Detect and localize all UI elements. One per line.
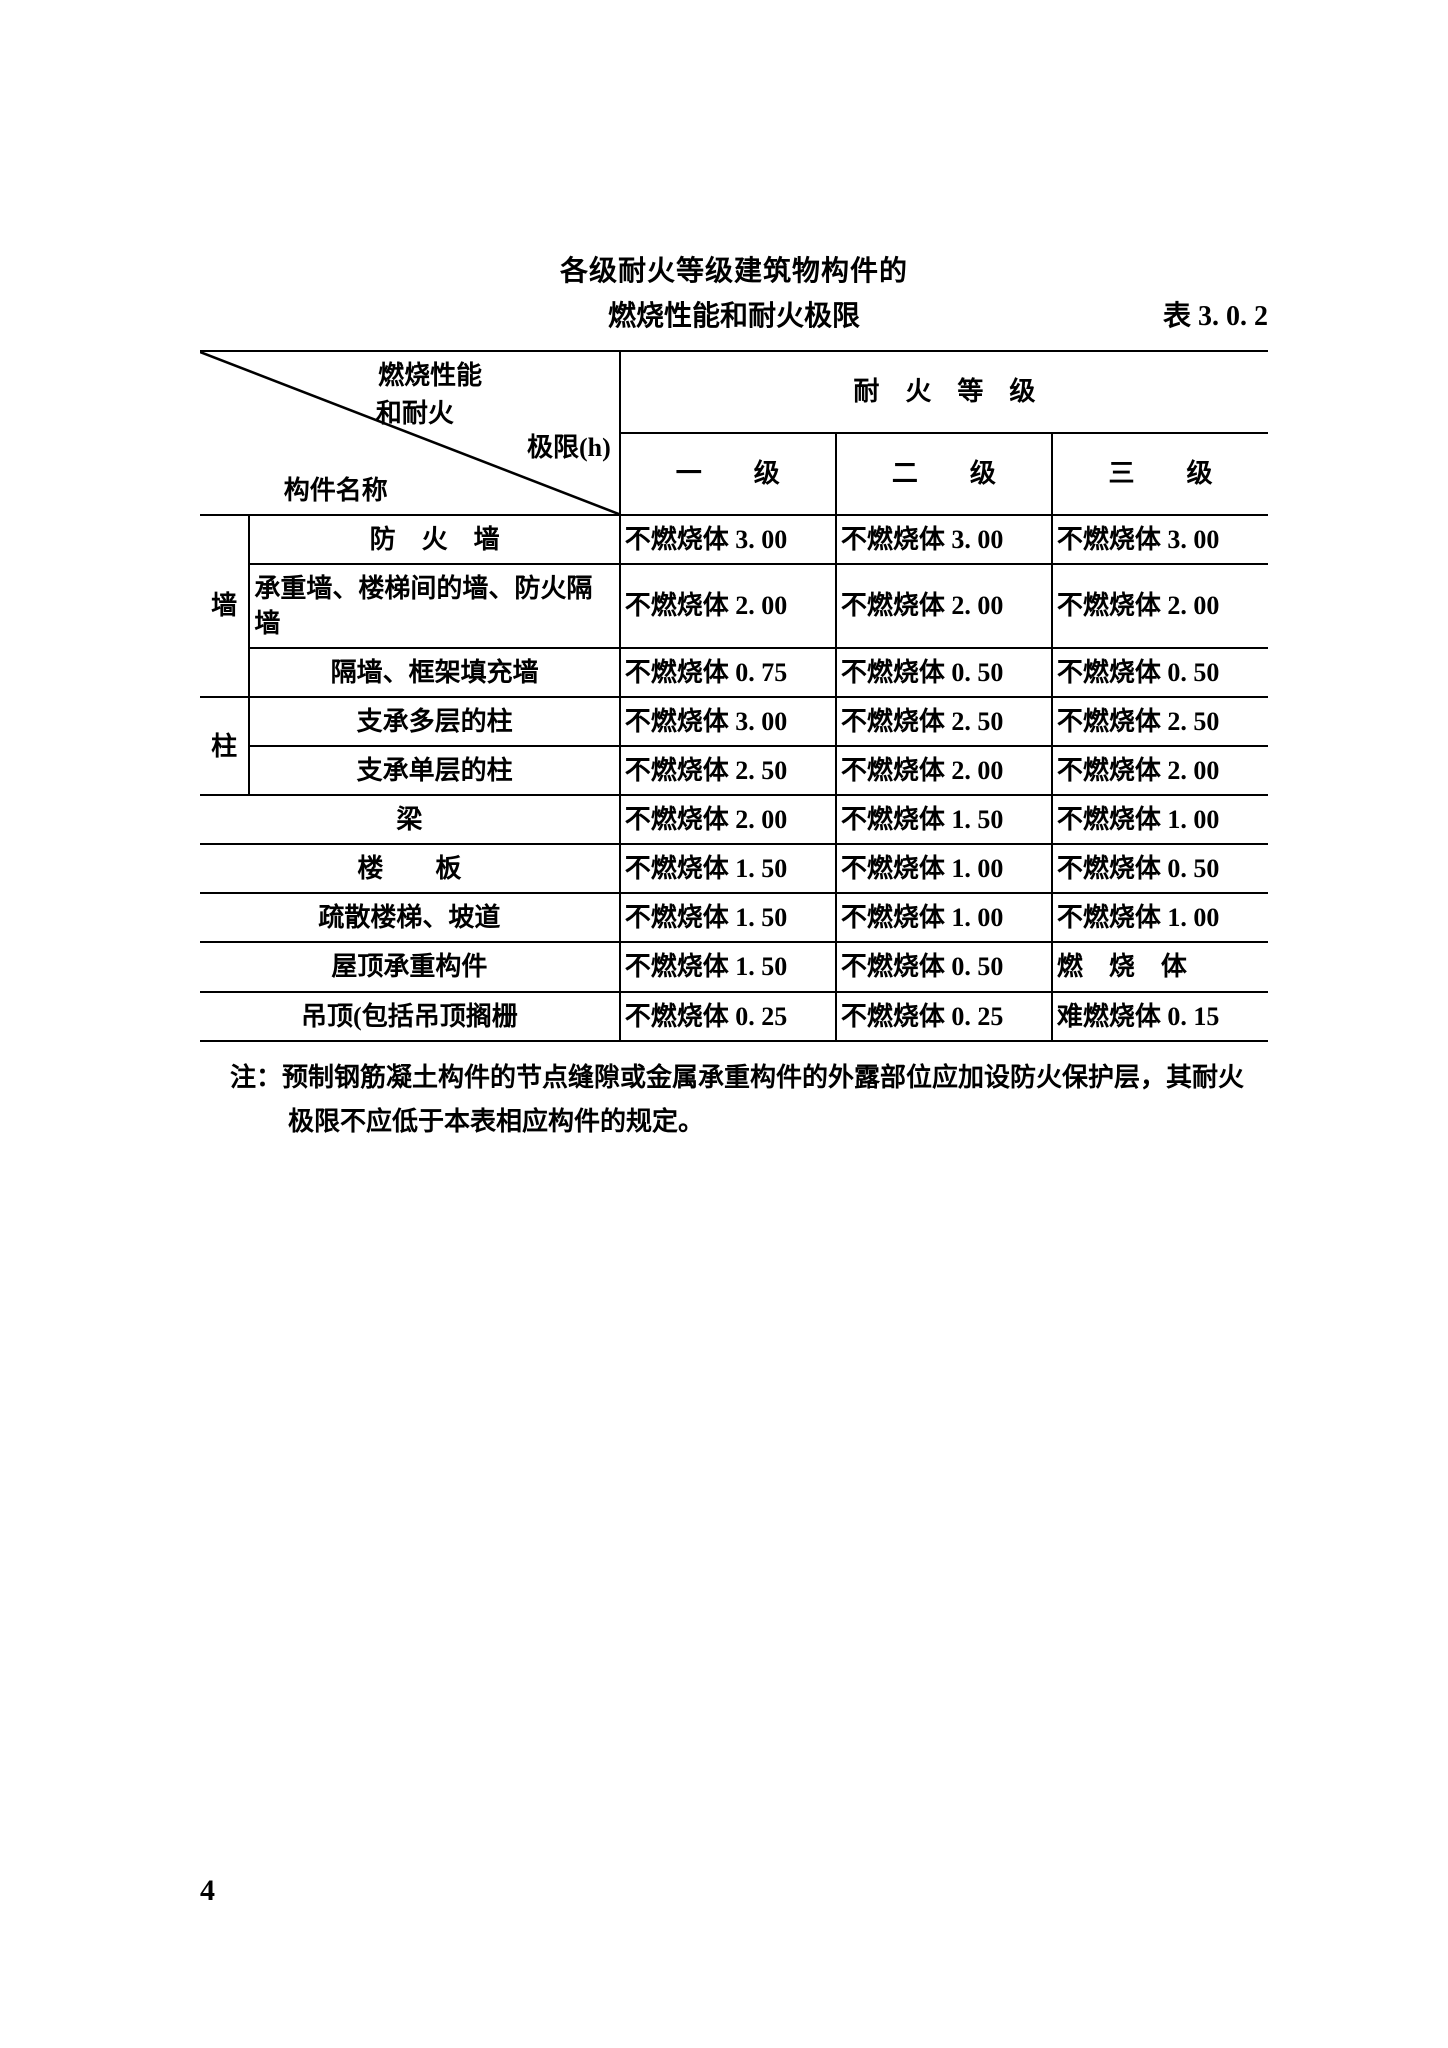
- fire-resistance-table: 燃烧性能 和耐火 极限(h) 构件名称 耐 火 等 级 一 级 二 级 三 级 …: [200, 350, 1268, 1042]
- diag-mid-label: 和耐火: [376, 396, 454, 431]
- cell-value: 不燃烧体 1. 50: [620, 942, 836, 991]
- table-header-row-1: 燃烧性能 和耐火 极限(h) 构件名称 耐 火 等 级: [200, 351, 1268, 433]
- cell-value: 不燃烧体 2. 50: [620, 746, 836, 795]
- cell-value: 不燃烧体 1. 50: [620, 893, 836, 942]
- component-name: 楼 板: [200, 844, 620, 893]
- table-row: 墙 防 火 墙 不燃烧体 3. 00 不燃烧体 3. 00 不燃烧体 3. 00: [200, 515, 1268, 564]
- cell-value: 不燃烧体 1. 00: [1052, 795, 1268, 844]
- cell-value: 不燃烧体 3. 00: [620, 515, 836, 564]
- cell-value: 不燃烧体 3. 00: [1052, 515, 1268, 564]
- cell-value: 不燃烧体 2. 00: [620, 564, 836, 648]
- col-header-2: 二 级: [836, 433, 1052, 515]
- col-header-3: 三 级: [1052, 433, 1268, 515]
- table-footnote: 注：预制钢筋凝土构件的节点缝隙或金属承重构件的外露部位应加设防火保护层，其耐火极…: [230, 1056, 1258, 1144]
- group-label-column: 柱: [200, 697, 249, 795]
- cell-value: 不燃烧体 0. 75: [620, 648, 836, 697]
- cell-value: 不燃烧体 2. 00: [1052, 564, 1268, 648]
- title-line-1: 各级耐火等级建筑物构件的: [200, 250, 1268, 295]
- table-row: 梁 不燃烧体 2. 00 不燃烧体 1. 50 不燃烧体 1. 00: [200, 795, 1268, 844]
- cell-value: 不燃烧体 2. 00: [1052, 746, 1268, 795]
- cell-value: 不燃烧体 2. 50: [1052, 697, 1268, 746]
- component-name: 支承单层的柱: [249, 746, 619, 795]
- cell-value: 不燃烧体 0. 50: [1052, 844, 1268, 893]
- table-row: 柱 支承多层的柱 不燃烧体 3. 00 不燃烧体 2. 50 不燃烧体 2. 5…: [200, 697, 1268, 746]
- table-row: 屋顶承重构件 不燃烧体 1. 50 不燃烧体 0. 50 燃 烧 体: [200, 942, 1268, 991]
- header-span: 耐 火 等 级: [620, 351, 1268, 433]
- diag-top-label: 燃烧性能: [378, 358, 482, 393]
- group-label-wall: 墙: [200, 515, 249, 697]
- cell-value: 不燃烧体 1. 00: [836, 844, 1052, 893]
- component-name: 吊顶(包括吊顶搁栅: [200, 992, 620, 1041]
- cell-value: 不燃烧体 1. 00: [836, 893, 1052, 942]
- cell-value: 燃 烧 体: [1052, 942, 1268, 991]
- table-row: 疏散楼梯、坡道 不燃烧体 1. 50 不燃烧体 1. 00 不燃烧体 1. 00: [200, 893, 1268, 942]
- page-number: 4: [200, 1874, 215, 1908]
- component-name: 疏散楼梯、坡道: [200, 893, 620, 942]
- cell-value: 不燃烧体 0. 50: [836, 942, 1052, 991]
- cell-value: 不燃烧体 1. 50: [620, 844, 836, 893]
- cell-value: 不燃烧体 3. 00: [620, 697, 836, 746]
- cell-value: 不燃烧体 3. 00: [836, 515, 1052, 564]
- table-row: 承重墙、楼梯间的墙、防火隔墙 不燃烧体 2. 00 不燃烧体 2. 00 不燃烧…: [200, 564, 1268, 648]
- cell-value: 不燃烧体 1. 00: [1052, 893, 1268, 942]
- col-header-1: 一 级: [620, 433, 836, 515]
- table-row: 楼 板 不燃烧体 1. 50 不燃烧体 1. 00 不燃烧体 0. 50: [200, 844, 1268, 893]
- cell-value: 不燃烧体 1. 50: [836, 795, 1052, 844]
- component-name: 梁: [200, 795, 620, 844]
- component-name: 隔墙、框架填充墙: [249, 648, 619, 697]
- cell-value: 不燃烧体 2. 50: [836, 697, 1052, 746]
- component-name: 防 火 墙: [249, 515, 619, 564]
- title-line-2: 燃烧性能和耐火极限: [608, 295, 860, 340]
- diag-bottom-label: 构件名称: [284, 473, 388, 508]
- cell-value: 不燃烧体 2. 00: [620, 795, 836, 844]
- cell-value: 难燃烧体 0. 15: [1052, 992, 1268, 1041]
- diagonal-header-cell: 燃烧性能 和耐火 极限(h) 构件名称: [200, 351, 620, 515]
- component-name: 支承多层的柱: [249, 697, 619, 746]
- table-row: 支承单层的柱 不燃烧体 2. 50 不燃烧体 2. 00 不燃烧体 2. 00: [200, 746, 1268, 795]
- table-row: 吊顶(包括吊顶搁栅 不燃烧体 0. 25 不燃烧体 0. 25 难燃烧体 0. …: [200, 992, 1268, 1041]
- document-page: 各级耐火等级建筑物构件的 燃烧性能和耐火极限 表 3. 0. 2 燃烧性能 和耐…: [0, 0, 1448, 2048]
- cell-value: 不燃烧体 0. 50: [1052, 648, 1268, 697]
- table-title: 各级耐火等级建筑物构件的 燃烧性能和耐火极限 表 3. 0. 2: [200, 250, 1268, 340]
- table-row: 隔墙、框架填充墙 不燃烧体 0. 75 不燃烧体 0. 50 不燃烧体 0. 5…: [200, 648, 1268, 697]
- cell-value: 不燃烧体 2. 00: [836, 746, 1052, 795]
- diag-limit-label: 极限(h): [527, 430, 611, 465]
- cell-value: 不燃烧体 0. 25: [620, 992, 836, 1041]
- cell-value: 不燃烧体 2. 00: [836, 564, 1052, 648]
- table-reference: 表 3. 0. 2: [1163, 295, 1268, 340]
- component-name: 屋顶承重构件: [200, 942, 620, 991]
- cell-value: 不燃烧体 0. 25: [836, 992, 1052, 1041]
- title-line-2-wrap: 燃烧性能和耐火极限: [200, 295, 1268, 340]
- cell-value: 不燃烧体 0. 50: [836, 648, 1052, 697]
- component-name: 承重墙、楼梯间的墙、防火隔墙: [249, 564, 619, 648]
